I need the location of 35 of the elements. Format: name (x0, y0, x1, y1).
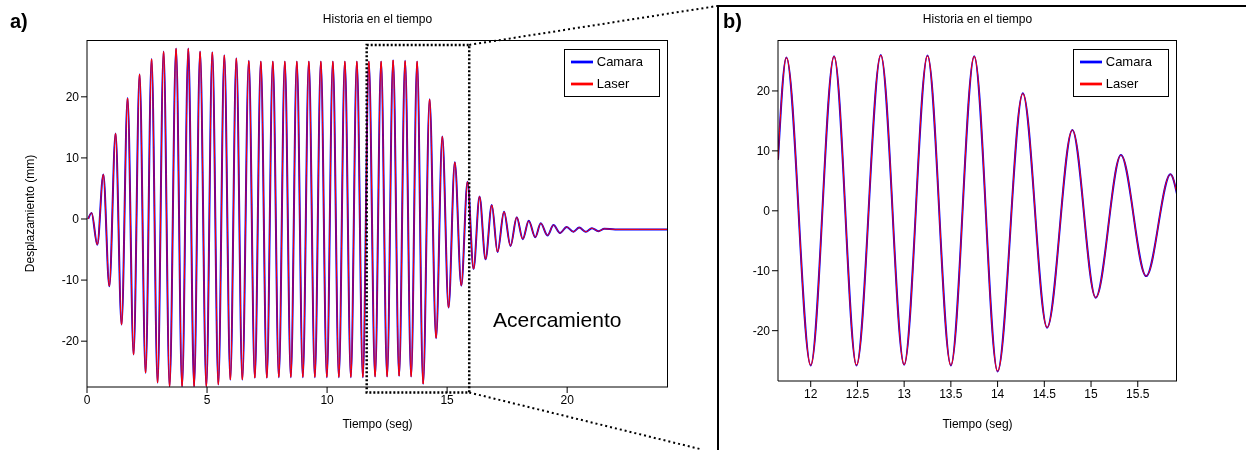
x-tick-label: 13 (897, 386, 912, 401)
x-axis-title: Tiempo (seg) (942, 417, 1013, 431)
y-tick-label: -20 (752, 323, 771, 338)
y-tick-label: 20 (65, 90, 80, 105)
x-tick-label: 12 (804, 386, 818, 401)
x-tick-label: 12.5 (845, 386, 870, 401)
x-tick-label: 0 (83, 392, 91, 407)
x-tick-label: 5 (203, 392, 211, 407)
x-tick-label: 13.5 (939, 386, 963, 401)
x-tick-label: 20 (560, 392, 575, 407)
y-tick-label: -10 (752, 263, 771, 278)
legend-label: Camara (596, 54, 643, 70)
chart-title: Historia en el tiempo (921, 12, 1034, 26)
text: a) (10, 10, 28, 33)
legend-label: Camara (1105, 54, 1152, 70)
x-axis-title: Tiempo (seg) (342, 417, 413, 431)
y-tick-label: 0 (763, 204, 771, 219)
y-tick-label: 20 (756, 84, 771, 99)
x-tick-label: 15 (440, 392, 455, 407)
x-tick-label: 15.5 (1126, 386, 1150, 401)
x-tick-label: 15 (1084, 386, 1099, 401)
y-tick-label: -10 (61, 273, 80, 288)
annotation: Acercamiento (493, 308, 622, 332)
x-tick-label: 10 (320, 392, 335, 407)
text: b) (723, 10, 742, 33)
y-tick-label: 10 (65, 151, 80, 166)
legend-label: Laser (1105, 76, 1139, 92)
x-tick-label: 14 (990, 386, 1005, 401)
legend-label: Laser (596, 76, 630, 92)
y-tick-label: -20 (61, 334, 80, 349)
y-axis-title: Desplazamiento (mm) (23, 154, 38, 273)
chart-title: Historia en el tiempo (321, 12, 434, 26)
y-tick-label: 10 (756, 144, 771, 159)
x-tick-label: 14.5 (1032, 386, 1057, 401)
y-tick-label: 0 (72, 212, 80, 227)
